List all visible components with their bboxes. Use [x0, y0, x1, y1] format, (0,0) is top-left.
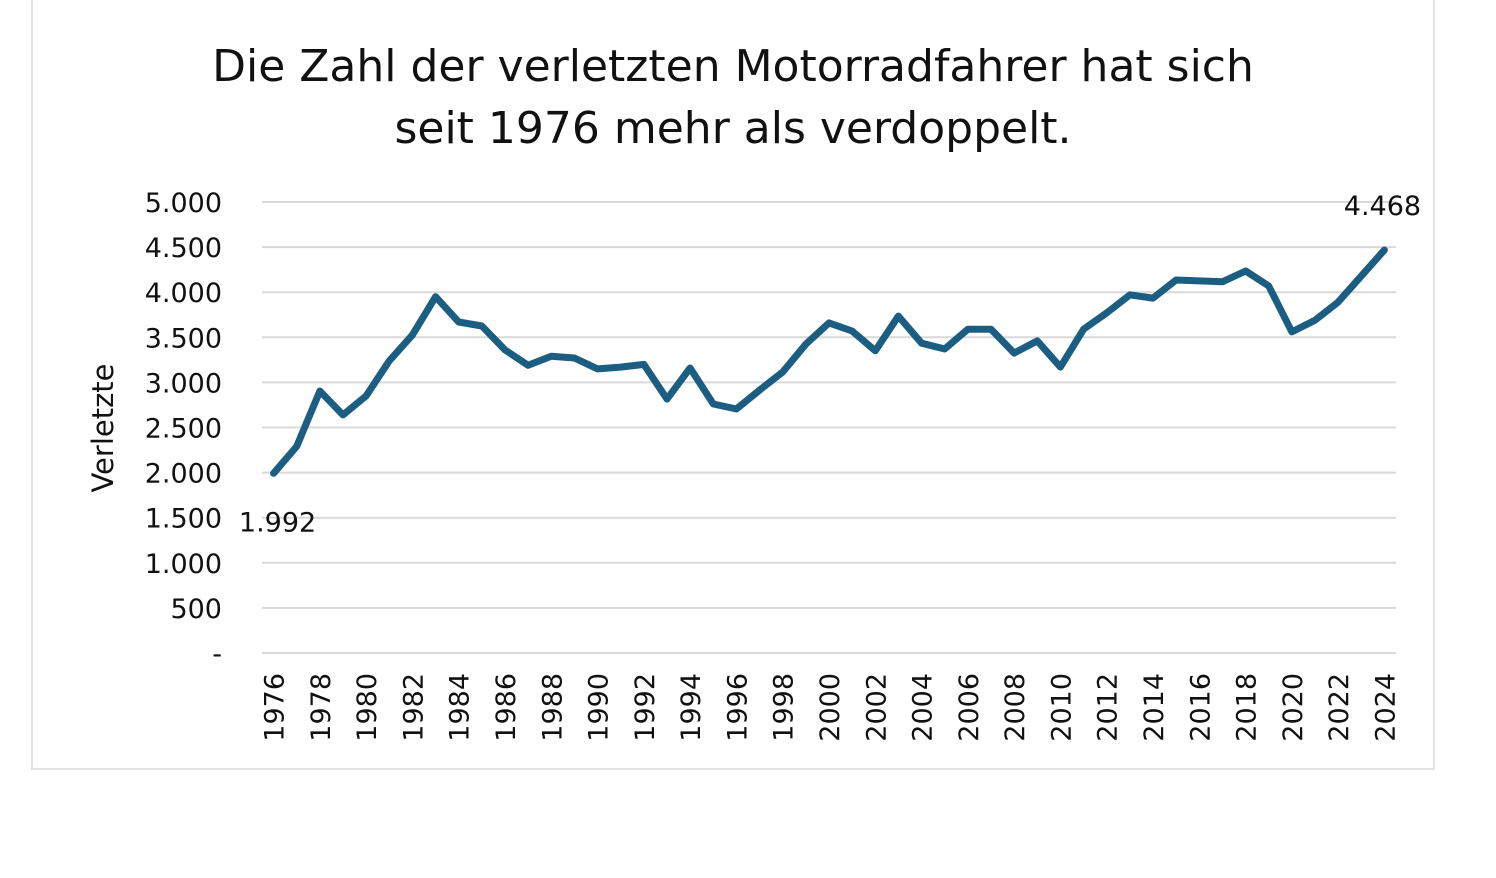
y-tick-label: 5.000	[145, 188, 222, 219]
x-tick-label: 2010	[1046, 673, 1077, 742]
y-axis-label: Verletzte	[86, 363, 120, 492]
chart-title: Die Zahl der verletzten Motorradfahrer h…	[0, 36, 1466, 160]
x-tick-label: 2002	[861, 673, 892, 742]
x-tick-label: 2000	[815, 673, 846, 742]
x-tick-label: 1988	[537, 673, 568, 742]
chart-frame	[31, 0, 1435, 770]
data-label-first: 1.992	[239, 507, 316, 538]
x-tick-label: 2004	[908, 673, 939, 742]
y-tick-label: 1.500	[145, 504, 222, 535]
y-tick-label: 4.000	[145, 278, 222, 309]
x-tick-label: 1990	[584, 673, 615, 742]
y-tick-label: 3.500	[145, 323, 222, 354]
x-tick-label: 2016	[1185, 673, 1216, 742]
x-tick-label: 1992	[630, 673, 661, 742]
x-tick-label: 1994	[676, 673, 707, 742]
y-tick-label: 500	[170, 594, 222, 625]
series-line	[270, 246, 1388, 477]
x-tick-label: 2012	[1093, 673, 1124, 742]
y-tick-label: -	[212, 639, 222, 670]
x-tick-label: 1976	[260, 673, 291, 742]
x-tick-label: 2014	[1139, 673, 1170, 742]
y-tick-label: 4.500	[145, 233, 222, 264]
x-tick-label: 2020	[1278, 673, 1309, 742]
y-tick-label: 2.500	[145, 414, 222, 445]
x-tick-label: 2018	[1232, 673, 1263, 742]
y-tick-label: 2.000	[145, 459, 222, 490]
x-tick-label: 1978	[306, 673, 337, 742]
data-label-last: 4.468	[1344, 191, 1421, 222]
x-tick-label: 1980	[352, 673, 383, 742]
x-tick-label: 1986	[491, 673, 522, 742]
x-tick-label: 2006	[954, 673, 985, 742]
x-tick-label: 1982	[398, 673, 429, 742]
x-tick-label: 1984	[445, 673, 476, 742]
title-line-1: Die Zahl der verletzten Motorradfahrer h…	[212, 41, 1254, 92]
y-tick-label: 1.000	[145, 549, 222, 580]
x-tick-label: 2024	[1370, 673, 1401, 742]
y-tick-label: 3.000	[145, 368, 222, 399]
x-tick-label: 1998	[769, 673, 800, 742]
x-tick-label: 1996	[722, 673, 753, 742]
x-tick-label: 2008	[1000, 673, 1031, 742]
title-line-2: seit 1976 mehr als verdoppelt.	[394, 103, 1072, 154]
x-tick-label: 2022	[1324, 673, 1355, 742]
